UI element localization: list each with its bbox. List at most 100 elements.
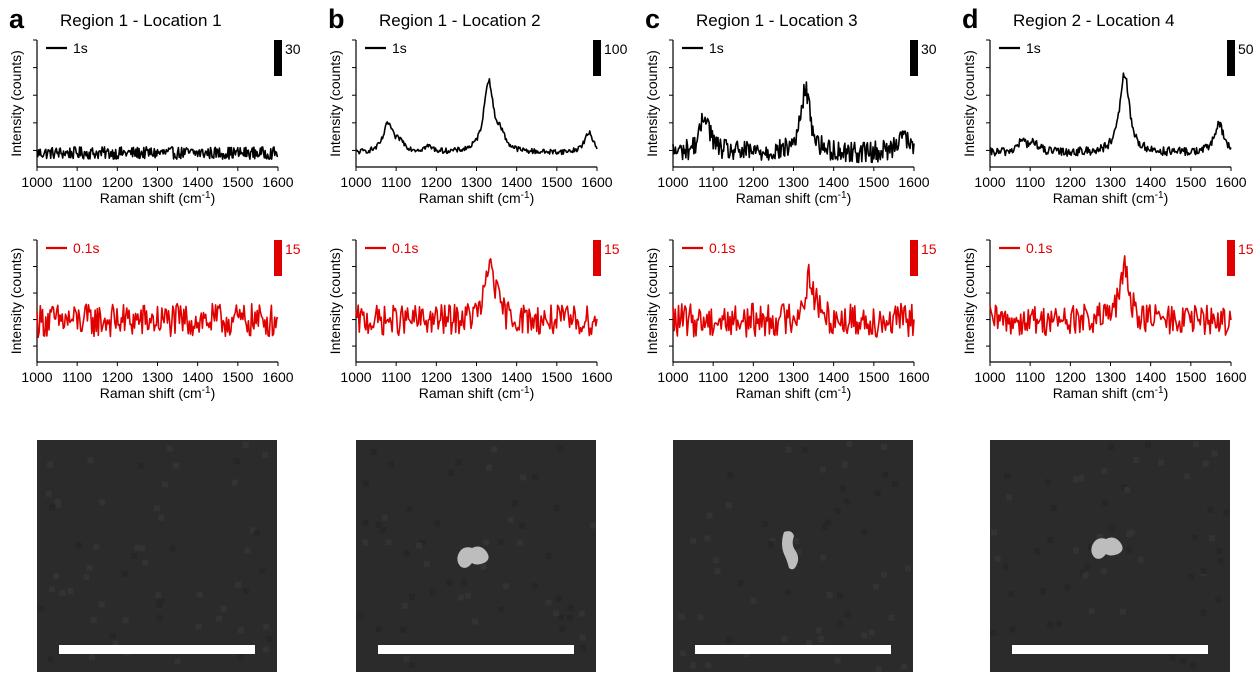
x-tick-label: 1500 <box>541 369 572 385</box>
sem-texture <box>1006 494 1013 501</box>
intensity-scale-label: 30 <box>921 41 937 57</box>
intensity-scale-bar <box>593 40 601 76</box>
sem-texture <box>1124 487 1131 494</box>
sem-texture <box>196 591 203 598</box>
x-axis-label-sup: -1 <box>1155 190 1164 201</box>
x-tick-label: 1600 <box>898 369 929 385</box>
x-tick-label: 1200 <box>421 369 452 385</box>
x-tick-label: 1100 <box>1015 369 1045 385</box>
legend-label: 1s <box>392 40 407 56</box>
legend-label: 1s <box>709 40 724 56</box>
sem-image <box>990 440 1230 672</box>
sem-texture <box>1073 476 1080 483</box>
sem-texture <box>994 555 1001 562</box>
sem-texture <box>726 636 733 643</box>
sem-texture <box>254 529 261 536</box>
x-tick-label: 1000 <box>21 174 52 190</box>
y-axis-label: Intensity (counts) <box>327 248 343 355</box>
sem-scale-bar <box>59 645 255 654</box>
particle <box>1091 537 1123 559</box>
x-tick-label: 1600 <box>898 174 929 190</box>
sem-texture <box>1040 588 1047 595</box>
sem-texture <box>416 542 423 549</box>
sem-texture <box>1180 658 1187 665</box>
x-axis-label-sup: -1 <box>521 385 530 396</box>
x-axis-label: Raman shift (cm-1) <box>419 385 535 401</box>
sem-texture <box>793 538 800 545</box>
sem-texture <box>1002 563 1009 570</box>
x-tick-label: 1100 <box>381 174 411 190</box>
sem-texture <box>761 520 768 527</box>
x-axis-label-main: Raman shift (cm <box>736 385 838 401</box>
sem-texture <box>262 646 269 653</box>
sem-texture <box>737 580 744 587</box>
x-tick-label: 1100 <box>62 174 92 190</box>
sem-texture <box>820 554 827 561</box>
x-axis-label: Raman shift (cm-1) <box>1053 190 1169 206</box>
sem-texture <box>555 595 562 602</box>
spectrum-line <box>672 263 915 338</box>
y-axis-label: Intensity (counts) <box>8 50 24 157</box>
sem-texture <box>512 500 519 507</box>
x-tick-label: 1600 <box>581 174 612 190</box>
sem-texture <box>266 636 273 643</box>
panel-a: a Region 1 - Location 1 1000 1100 1200 1300 14… <box>8 4 301 672</box>
sem-texture <box>566 614 573 621</box>
x-axis-label-end: ) <box>211 385 216 401</box>
sem-texture <box>1050 504 1057 511</box>
sem-texture <box>873 583 880 590</box>
sem-texture <box>532 582 539 589</box>
sem-texture <box>423 561 430 568</box>
sem-scale-bar <box>695 645 891 654</box>
sem-texture <box>403 656 410 663</box>
x-axis-label-main: Raman shift (cm <box>419 385 521 401</box>
sem-texture <box>158 598 165 605</box>
sem-texture <box>259 567 266 574</box>
intensity-scale-bar <box>593 240 601 276</box>
intensity-scale-bar <box>274 240 282 276</box>
sem-texture <box>45 490 52 497</box>
sem-texture <box>1145 441 1152 448</box>
intensity-scale-label: 30 <box>285 41 301 57</box>
sem-texture <box>843 498 850 505</box>
x-tick-label: 1100 <box>62 369 92 385</box>
sem-texture <box>901 663 908 670</box>
sem-image <box>37 440 277 672</box>
intensity-scale-bar <box>910 40 918 76</box>
sem-texture <box>706 512 713 519</box>
spectrum-0-1s: 1000 1100 1200 1300 1400 1500 1600 Raman shift … <box>8 239 301 401</box>
panel-letter: d <box>962 4 979 34</box>
sem-texture <box>841 461 848 468</box>
sem-texture <box>1101 467 1108 474</box>
sem-texture <box>519 522 526 529</box>
sem-scale-bar <box>1012 645 1208 654</box>
sem-texture <box>1044 479 1051 486</box>
sem-texture <box>802 447 809 454</box>
intensity-scale-label: 15 <box>604 241 620 257</box>
sem-texture <box>262 451 269 458</box>
particle <box>782 531 799 570</box>
x-axis-label-sup: -1 <box>838 190 847 201</box>
sem-texture <box>446 579 453 586</box>
sem-texture <box>243 588 250 595</box>
y-axis-label: Intensity (counts) <box>327 50 343 157</box>
sem-texture <box>743 651 750 658</box>
panel-letter: a <box>9 4 25 34</box>
intensity-scale-label: 15 <box>921 241 937 257</box>
y-axis-label: Intensity (counts) <box>644 50 660 157</box>
sem-texture <box>1133 456 1140 463</box>
sem-texture <box>166 445 173 452</box>
x-tick-label: 1500 <box>858 174 889 190</box>
legend-label: 1s <box>73 40 88 56</box>
panel-d: d Region 2 - Location 4 1000 1100 1200 1300 14… <box>961 4 1254 672</box>
sem-texture <box>1064 584 1071 591</box>
sem-texture <box>483 539 490 546</box>
sem-texture <box>1184 473 1191 480</box>
sem-texture <box>419 539 426 546</box>
sem-texture <box>1200 567 1207 574</box>
sem-texture <box>781 636 788 643</box>
sem-texture <box>1202 460 1209 467</box>
sem-texture <box>1191 534 1198 541</box>
sem-texture <box>795 549 802 556</box>
x-tick-label: 1400 <box>818 369 849 385</box>
